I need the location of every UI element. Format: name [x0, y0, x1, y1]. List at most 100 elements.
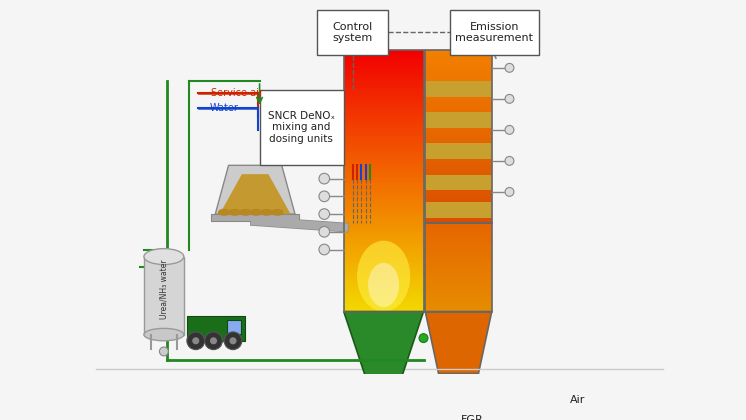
Bar — [425, 164, 492, 166]
Bar — [425, 310, 492, 312]
Bar — [344, 50, 424, 312]
Bar — [425, 195, 492, 197]
Bar — [450, 10, 539, 55]
Bar — [490, 391, 539, 411]
Bar — [344, 200, 424, 202]
Bar — [344, 53, 424, 55]
Bar — [425, 236, 492, 238]
Bar — [344, 195, 424, 197]
Bar — [425, 100, 492, 102]
Bar — [344, 114, 424, 116]
Bar — [425, 67, 492, 70]
Ellipse shape — [357, 241, 410, 312]
Bar — [425, 114, 492, 116]
Bar — [425, 252, 492, 255]
Bar — [425, 291, 492, 293]
Bar — [344, 274, 424, 276]
Bar — [344, 166, 424, 168]
Bar — [344, 146, 424, 147]
Bar — [425, 207, 492, 210]
Bar — [425, 264, 492, 266]
Bar — [425, 213, 492, 215]
Bar — [344, 134, 424, 136]
Bar — [344, 156, 424, 158]
Bar — [425, 81, 492, 97]
Bar — [425, 285, 492, 287]
Bar — [425, 76, 492, 78]
Bar — [425, 238, 492, 240]
Bar — [344, 83, 424, 84]
Bar — [344, 184, 424, 185]
Bar — [344, 126, 424, 128]
Bar — [425, 110, 492, 113]
Bar — [344, 168, 424, 170]
Bar — [344, 305, 424, 307]
Bar — [425, 54, 492, 56]
Bar — [344, 116, 424, 117]
Bar — [344, 233, 424, 235]
Bar — [425, 140, 492, 142]
Circle shape — [419, 334, 428, 343]
Bar — [425, 286, 492, 289]
Bar — [425, 251, 492, 253]
Bar — [344, 198, 424, 200]
Bar — [425, 81, 492, 84]
Bar — [344, 131, 424, 133]
Bar — [425, 211, 492, 213]
Bar — [425, 248, 492, 250]
Bar — [425, 244, 492, 246]
Bar — [425, 232, 492, 234]
Bar — [425, 126, 492, 129]
Bar — [344, 105, 424, 107]
Bar — [344, 228, 424, 230]
Bar — [425, 142, 492, 144]
Bar — [344, 96, 424, 97]
Bar — [425, 278, 492, 279]
Bar — [425, 188, 492, 191]
Bar — [344, 211, 424, 213]
Bar — [425, 235, 492, 236]
Bar — [317, 10, 388, 55]
Bar — [344, 281, 424, 283]
Bar — [425, 64, 492, 66]
Bar — [344, 240, 424, 242]
Bar — [344, 67, 424, 69]
Bar — [344, 88, 424, 90]
Bar — [425, 209, 492, 211]
Bar — [344, 138, 424, 139]
Bar — [425, 220, 492, 222]
Bar — [344, 140, 424, 142]
Bar — [425, 138, 492, 140]
Bar — [425, 109, 492, 111]
Ellipse shape — [250, 209, 263, 216]
Text: Emission
measurement: Emission measurement — [455, 21, 533, 43]
Bar — [344, 254, 424, 256]
Bar — [344, 202, 424, 204]
Bar — [344, 178, 424, 180]
Bar — [211, 214, 299, 221]
Bar — [344, 78, 424, 79]
Bar — [344, 293, 424, 295]
Circle shape — [505, 63, 514, 72]
Bar — [425, 105, 492, 108]
Ellipse shape — [271, 209, 283, 216]
Bar — [344, 225, 424, 227]
Bar — [344, 287, 424, 289]
Bar — [344, 278, 424, 279]
Bar — [425, 199, 492, 201]
Bar — [425, 281, 492, 282]
Ellipse shape — [144, 249, 184, 265]
Bar — [344, 300, 424, 302]
Bar — [425, 175, 492, 190]
Bar — [344, 244, 424, 245]
Bar — [344, 173, 424, 175]
Bar — [344, 160, 424, 162]
Bar — [425, 166, 492, 168]
Bar — [425, 145, 492, 147]
Bar — [425, 161, 492, 163]
Bar — [344, 79, 424, 81]
Bar — [425, 303, 492, 304]
Circle shape — [319, 191, 330, 202]
Bar — [344, 80, 424, 82]
Bar — [425, 124, 492, 126]
